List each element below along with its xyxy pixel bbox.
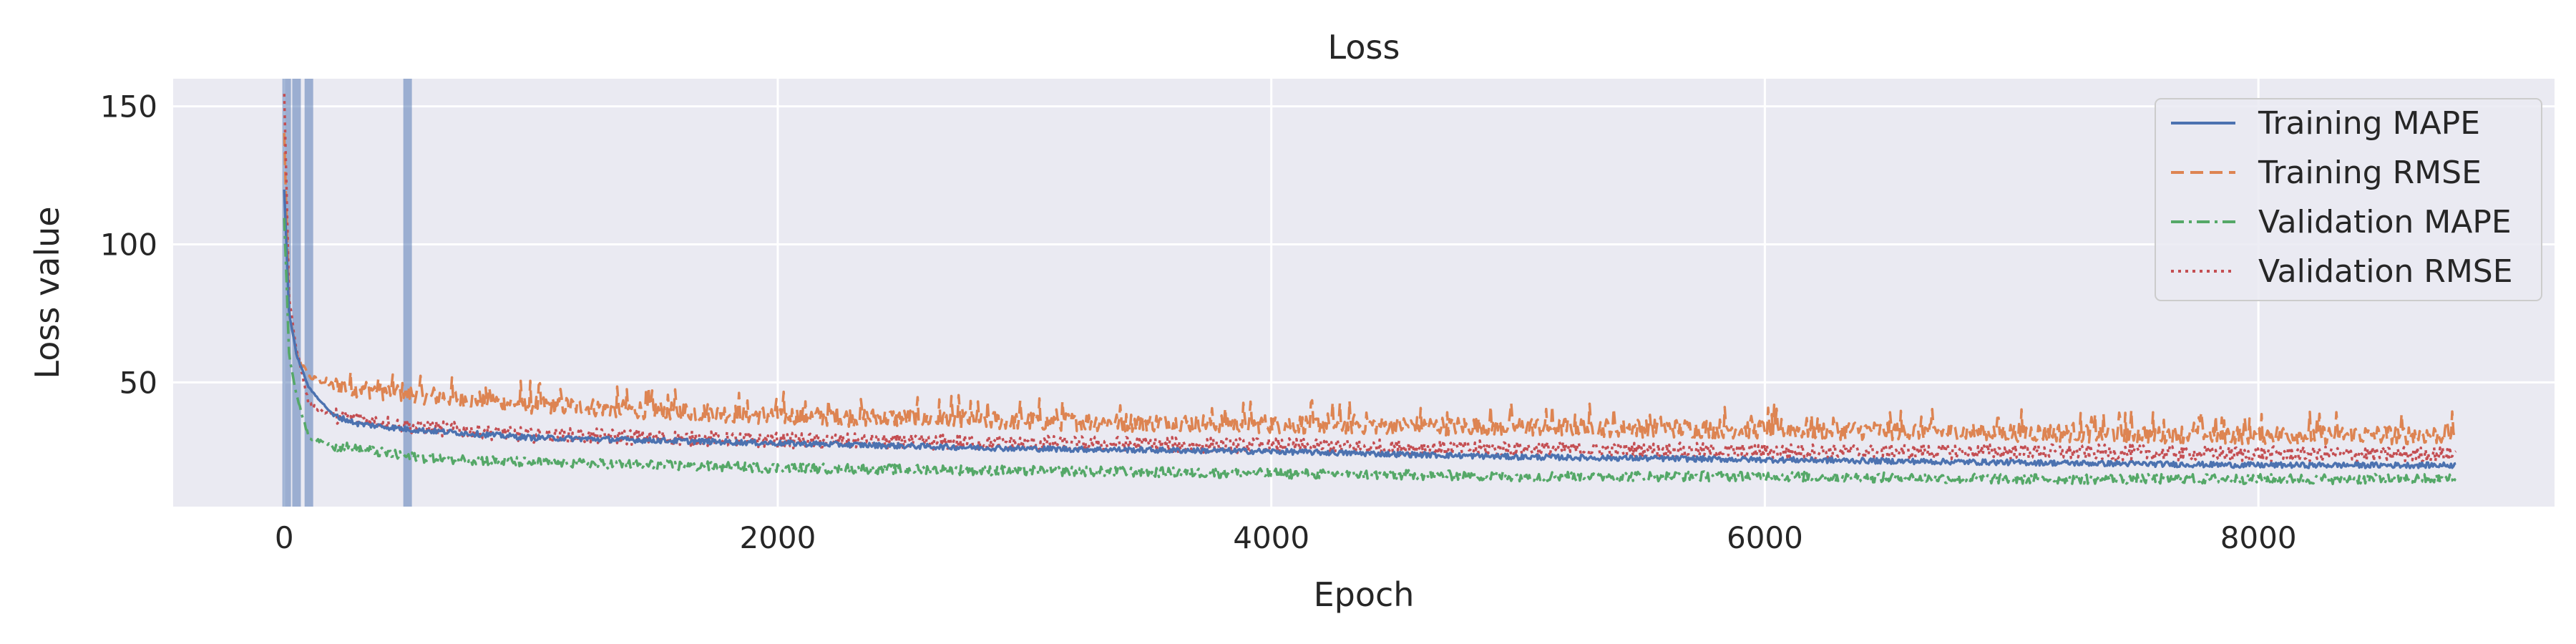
legend-label: Training MAPE (2258, 105, 2480, 142)
legend-label: Validation MAPE (2258, 204, 2512, 240)
chart-title: Loss (1328, 28, 1400, 67)
y-tick-label: 50 (119, 365, 157, 400)
y-axis-label: Loss value (28, 206, 67, 379)
series-line (283, 218, 2457, 486)
x-tick-label: 4000 (1233, 520, 1309, 555)
x-tick-label: 2000 (739, 520, 816, 555)
x-tick-label: 6000 (1727, 520, 1803, 555)
legend-label: Training RMSE (2258, 155, 2482, 191)
series-layer (283, 94, 2457, 486)
series-line (283, 189, 2457, 469)
vertical-markers (282, 79, 412, 507)
x-tick-label: 0 (275, 520, 294, 555)
series-line (283, 132, 2457, 446)
x-axis-label: Epoch (1314, 575, 1415, 614)
legend-label: Validation RMSE (2258, 253, 2513, 290)
y-tick-label: 100 (100, 227, 157, 262)
x-tick-label: 8000 (2220, 520, 2297, 555)
tick-labels: 0 2000 4000 6000 8000 50 100 150 (100, 89, 2297, 555)
legend: Training MAPE Training RMSE Validation MAP… (2155, 98, 2542, 301)
y-tick-label: 150 (100, 89, 157, 125)
legend-box (2155, 98, 2542, 301)
